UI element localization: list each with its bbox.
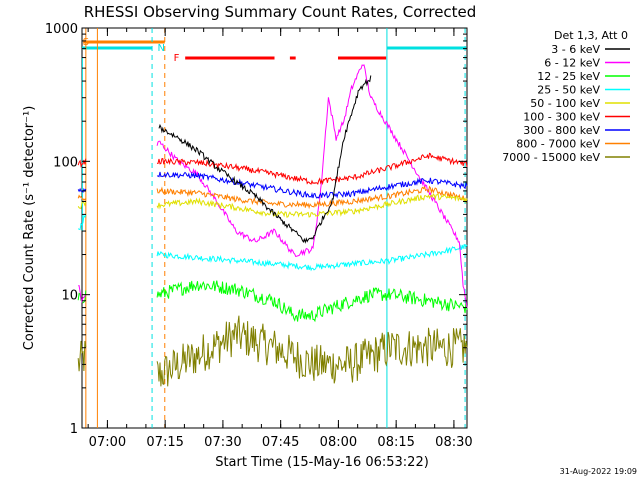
series-line-6-12-kev (156, 64, 468, 309)
series-line-6-12-kev (78, 285, 86, 304)
series-line-25-50-kev (77, 214, 87, 231)
series-line-800-7000-kev (77, 194, 87, 202)
x-tick-label: 07:45 (262, 435, 299, 450)
x-tick-label: 08:00 (320, 435, 357, 450)
y-tick-label: 1 (70, 422, 78, 437)
x-axis-label: Start Time (15-May-16 06:53:22) (215, 455, 429, 470)
axes: 1 10 100 1000 07:00 07:15 07:30 07:45 08:00 08:15… (45, 22, 473, 450)
legend-entry-label: 12 - 25 keV (537, 70, 600, 83)
y-tick-label: 10 (61, 289, 78, 304)
series-line-7000-15000-kev (77, 340, 87, 372)
x-tick-label: 07:30 (204, 435, 241, 450)
series-group (77, 64, 468, 387)
flags: SNF (81, 28, 467, 428)
legend-entry-label: 800 - 7000 keV (516, 138, 600, 151)
legend-entry-label: 6 - 12 keV (544, 57, 600, 70)
y-tick-label: 100 (53, 155, 78, 170)
legend-entry-label: 25 - 50 keV (537, 84, 600, 97)
series-line-50-100-kev (156, 193, 468, 218)
flag-n-label: N (157, 43, 164, 54)
series-line-100-300-kev (77, 158, 87, 168)
y-tick-label: 1000 (45, 22, 78, 37)
x-tick-label: 07:15 (146, 435, 183, 450)
legend-entry-label: 100 - 300 keV (523, 111, 600, 124)
y-axis-label: Corrected Count Rate (s⁻¹ detector⁻¹) (22, 106, 37, 351)
series-line-300-800-kev (156, 171, 468, 199)
series-line-800-7000-kev (156, 185, 468, 210)
series-line-50-100-kev (77, 201, 87, 209)
x-tick-label: 08:30 (435, 435, 472, 450)
series-line-25-50-kev (156, 244, 468, 272)
chart-title: RHESSI Observing Summary Count Rates, Co… (84, 3, 477, 21)
series-line-7000-15000-kev (156, 315, 468, 387)
legend-entry-label: 300 - 800 keV (523, 124, 600, 137)
series-line-3-6-kev (158, 75, 372, 244)
plot-frame (81, 27, 468, 429)
series-line-12-25-kev (156, 280, 468, 323)
legend-entry-label: 50 - 100 keV (530, 97, 600, 110)
legend-entry-label: 7000 - 15000 keV (502, 151, 600, 164)
legend-entry-label: 3 - 6 keV (551, 43, 600, 56)
footer-timestamp: 31-Aug-2022 19:09 (560, 467, 637, 476)
legend-title: Det 1,3, Att 0 (554, 29, 628, 42)
x-tick-label: 08:15 (377, 435, 414, 450)
x-tick-label: 07:00 (89, 435, 126, 450)
flag-f-label: F (174, 53, 180, 64)
